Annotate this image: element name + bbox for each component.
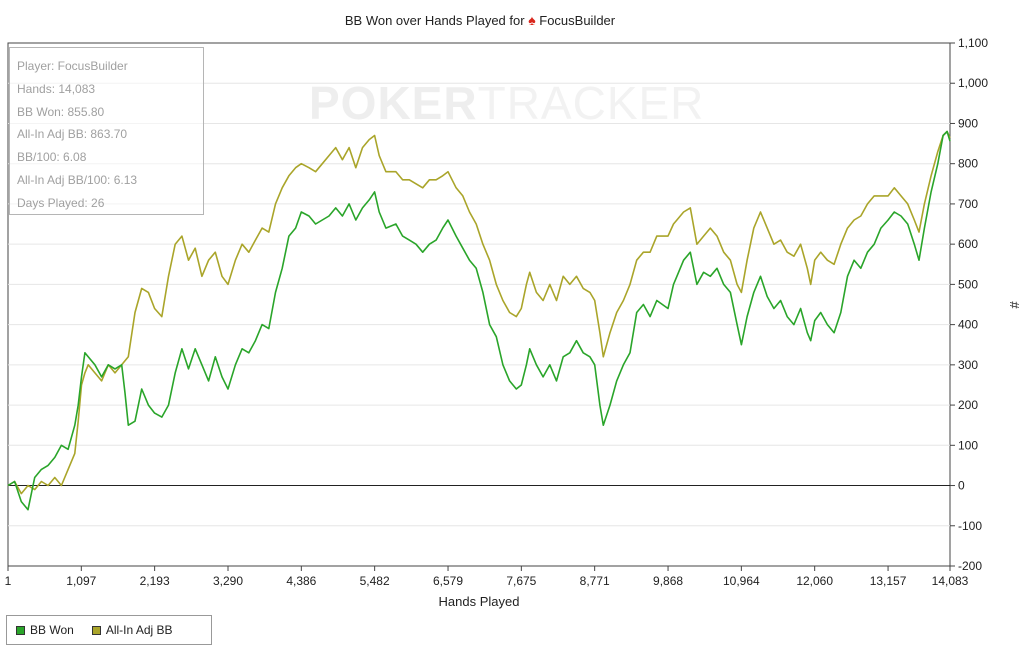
- series-line-bb-won: [7, 130, 951, 511]
- y-tick-label: 800: [958, 157, 978, 171]
- legend: BB Won All-In Adj BB: [6, 615, 212, 645]
- stat-bb-100: BB/100: 6.08: [17, 150, 87, 165]
- x-tick-label: 8,771: [580, 574, 610, 588]
- pokertracker-watermark: POKERTRACKER: [309, 77, 705, 129]
- y-tick-label: 0: [958, 479, 965, 493]
- spade-icon: ♠: [528, 12, 536, 28]
- y-axis-label: #: [1007, 301, 1022, 309]
- y-tick-label: 100: [958, 438, 978, 452]
- x-tick-label: 9,868: [653, 574, 683, 588]
- x-tick-label: 5,482: [360, 574, 390, 588]
- x-axis: 1 1,097 2,193 3,290 4,386 5,482 6,579 7,675 8,77…: [5, 566, 969, 588]
- y-tick-label: 500: [958, 277, 978, 291]
- legend-swatch-allin-adj-bb: [91, 625, 101, 635]
- series-layer: [7, 130, 951, 511]
- stat-days-played: Days Played: 26: [17, 195, 105, 210]
- y-tick-label: -200: [958, 559, 982, 573]
- stat-allin-adj-bb-100: All-In Adj BB/100: 6.13: [17, 172, 138, 187]
- stats-box: Player: FocusBuilder Hands: 14,083 BB Wo…: [9, 47, 204, 215]
- y-tick-label: 300: [958, 358, 978, 372]
- stat-hands: Hands: 14,083: [17, 81, 96, 96]
- legend-label-bb-won: BB Won: [30, 623, 74, 637]
- x-tick-label: 6,579: [433, 574, 463, 588]
- stat-bb-won: BB Won: 855.80: [17, 104, 105, 119]
- legend-item-allin-adj-bb[interactable]: All-In Adj BB: [91, 623, 173, 637]
- x-tick-label: 1: [5, 574, 12, 588]
- x-tick-label: 3,290: [213, 574, 243, 588]
- x-tick-label: 2,193: [140, 574, 170, 588]
- legend-item-bb-won[interactable]: BB Won: [16, 623, 74, 637]
- x-tick-label: 4,386: [286, 574, 316, 588]
- x-tick-label: 12,060: [796, 574, 833, 588]
- y-tick-label: 1,000: [958, 76, 988, 90]
- y-axis: 1,100 1,000 900 800 700 600 500 400 300 200 100 0 -1…: [950, 36, 988, 573]
- chart-title: BB Won over Hands Played for ♠ FocusBuil…: [0, 12, 960, 28]
- x-tick-label: 7,675: [506, 574, 536, 588]
- stat-player: Player: FocusBuilder: [17, 59, 128, 73]
- legend-swatch-bb-won: [16, 625, 25, 635]
- y-tick-label: 900: [958, 116, 978, 130]
- series-line-allin-adj-bb: [7, 130, 951, 495]
- legend-label-allin-adj-bb: All-In Adj BB: [105, 623, 173, 637]
- y-tick-label: 700: [958, 197, 978, 211]
- x-tick-label: 1,097: [66, 574, 96, 588]
- x-tick-label: 10,964: [723, 574, 760, 588]
- chart-title-player: FocusBuilder: [539, 13, 616, 28]
- x-tick-label: 13,157: [870, 574, 907, 588]
- chart-title-prefix: BB Won over Hands Played for: [344, 13, 525, 28]
- x-axis-label: Hands Played: [439, 594, 520, 609]
- y-tick-label: 400: [958, 318, 978, 332]
- y-tick-label: -100: [958, 519, 982, 533]
- y-tick-label: 1,100: [958, 36, 988, 50]
- stat-allin-adj-bb: All-In Adj BB: 863.70: [17, 127, 128, 142]
- y-tick-label: 200: [958, 398, 978, 412]
- y-tick-label: 600: [958, 237, 978, 251]
- x-tick-label: 14,083: [932, 574, 969, 588]
